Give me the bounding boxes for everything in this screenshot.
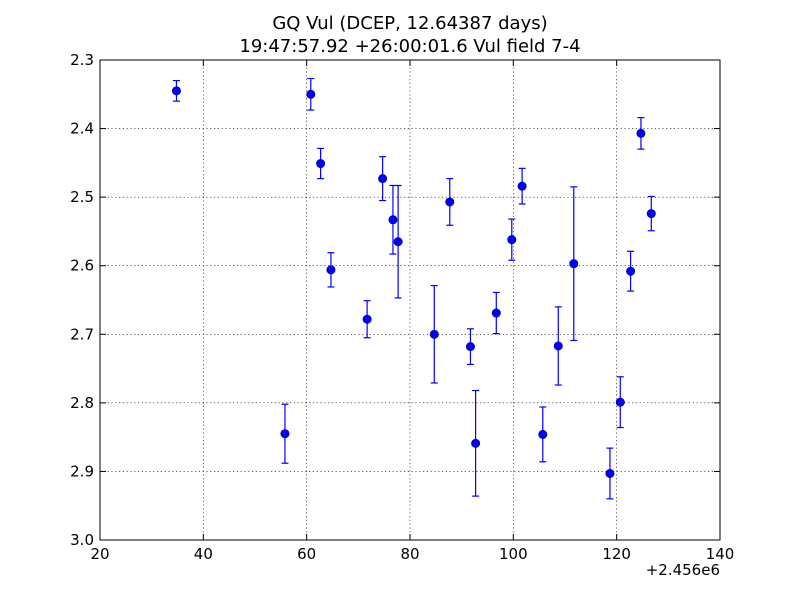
- data-point: [171, 86, 181, 96]
- data-point: [626, 266, 636, 276]
- x-tick-label: 100: [499, 545, 528, 563]
- y-tick-label: 2.9: [70, 462, 94, 480]
- data-point: [569, 259, 579, 269]
- data-point: [429, 329, 439, 339]
- data-point: [636, 128, 646, 138]
- y-tick-label: 2.7: [70, 325, 94, 343]
- data-point: [507, 235, 517, 245]
- y-tick-label: 2.6: [70, 257, 94, 275]
- data-point: [646, 209, 656, 219]
- x-offset-label: +2.456e6: [646, 561, 720, 579]
- y-tick-label: 2.4: [70, 120, 94, 138]
- x-tick-label: 120: [602, 545, 631, 563]
- x-tick-label: 140: [706, 545, 735, 563]
- y-tick-label: 2.5: [70, 188, 94, 206]
- y-tick-label: 2.8: [70, 394, 94, 412]
- chart-title: GQ Vul (DCEP, 12.64387 days): [272, 13, 547, 34]
- data-point: [326, 265, 336, 275]
- plot-frame: [99, 59, 721, 541]
- x-tick-label: 40: [194, 545, 213, 563]
- data-point: [393, 237, 403, 247]
- data-point: [445, 197, 455, 207]
- chart-subtitle: 19:47:57.92 +26:00:01.6 Vul field 7-4: [239, 36, 580, 57]
- data-point: [362, 314, 372, 324]
- data-point: [605, 468, 615, 478]
- points-layer: [171, 77, 656, 500]
- data-point: [388, 215, 398, 225]
- y-tick-label: 2.3: [70, 51, 94, 69]
- data-point: [538, 429, 548, 439]
- data-point: [517, 181, 527, 191]
- data-point: [491, 308, 501, 318]
- data-point: [378, 174, 388, 184]
- y-tick-label: 3.0: [70, 531, 94, 549]
- data-point: [316, 159, 326, 169]
- x-tick-label: 60: [297, 545, 316, 563]
- data-point: [471, 438, 481, 448]
- data-point: [280, 429, 290, 439]
- x-tick-label: 80: [400, 545, 419, 563]
- ticks-layer: 20 40 60 80 100 120 140 2.3 2.4 2.5 2.6 2.7 2.8 2.9 3.…: [70, 51, 734, 563]
- data-point: [615, 397, 625, 407]
- data-point: [306, 89, 316, 99]
- grid-layer: [100, 60, 720, 540]
- data-point: [465, 342, 475, 352]
- x-tick-label: 20: [90, 545, 109, 563]
- data-point: [553, 341, 563, 351]
